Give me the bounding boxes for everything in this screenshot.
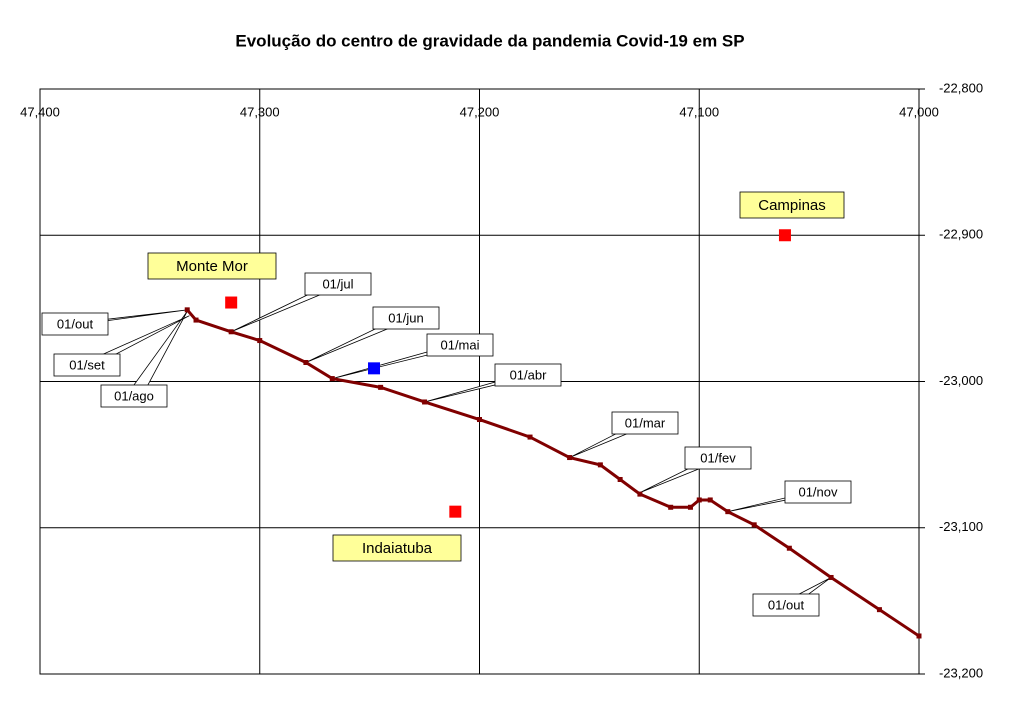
city-label: Campinas <box>758 197 826 214</box>
x-tick-label: 47,200 <box>460 104 500 119</box>
city-label-box <box>147 252 277 280</box>
callout-label: 01/ago <box>114 388 154 403</box>
trajectory-point <box>725 509 731 515</box>
trajectory-point <box>876 607 882 613</box>
x-tick-label: 47,100 <box>679 104 719 119</box>
callout-box <box>100 384 168 408</box>
y-tick-label: -23,000 <box>939 373 983 388</box>
y-tick-label: -23,200 <box>939 665 983 680</box>
callout-box <box>53 353 121 377</box>
trajectory-point <box>751 522 757 528</box>
trajectory-line <box>186 308 920 638</box>
trajectory-point <box>329 376 335 382</box>
y-tick-label: -22,900 <box>939 227 983 242</box>
callout-label: 01/out <box>57 316 94 331</box>
trajectory-point <box>567 455 573 461</box>
callout-box <box>784 480 852 504</box>
trajectory-point <box>617 476 623 482</box>
callout-box <box>752 593 820 617</box>
callout-label: 01/out <box>768 597 805 612</box>
city-marker <box>225 296 238 309</box>
chart-title: Evolução do centro de gravidade da pande… <box>235 31 744 50</box>
trajectory-point <box>228 329 234 335</box>
callout-box <box>611 411 679 435</box>
trajectory-point <box>707 497 713 503</box>
callout-box <box>494 363 562 387</box>
callout-label: 01/mar <box>625 415 666 430</box>
city-marker <box>778 229 791 242</box>
callout-label: 01/jul <box>322 276 353 291</box>
callout-box <box>304 272 372 296</box>
callout-label: 01/nov <box>798 484 838 499</box>
callout-label: 01/abr <box>510 367 548 382</box>
trajectory-point <box>687 504 693 510</box>
city-label-box <box>332 534 462 562</box>
trajectory-point <box>786 545 792 551</box>
trajectory-point <box>916 633 922 639</box>
trajectory-point <box>303 359 309 365</box>
trajectory-point <box>696 497 702 503</box>
callout-label: 01/mai <box>440 337 479 352</box>
trajectory-point <box>422 399 428 405</box>
city-label: Indaiatuba <box>362 540 433 557</box>
y-tick-label: -22,800 <box>939 80 983 95</box>
trajectory-point <box>637 491 643 497</box>
city-label-box <box>739 191 845 219</box>
callout-box <box>41 312 109 336</box>
plot-border <box>39 88 920 675</box>
callout-box <box>372 306 440 330</box>
trajectory-point <box>193 317 199 323</box>
callout-box <box>684 446 752 470</box>
city-label: Monte Mor <box>176 258 248 275</box>
trajectory-point <box>597 462 603 468</box>
trajectory-point <box>378 384 384 390</box>
trajectory-point <box>477 417 482 423</box>
x-tick-label: 47,300 <box>240 104 280 119</box>
city-marker <box>449 505 462 518</box>
city-marker <box>368 362 381 375</box>
callout-label: 01/jun <box>388 310 423 325</box>
callout-label: 01/set <box>69 357 105 372</box>
trajectory-point <box>527 434 533 440</box>
trajectory-point <box>828 574 834 580</box>
y-tick-label: -23,100 <box>939 519 983 534</box>
trajectory-point <box>668 504 674 510</box>
callout-label: 01/fev <box>700 450 736 465</box>
callout-pointer <box>125 311 188 397</box>
callout-box <box>426 333 494 357</box>
trajectory-point <box>257 338 263 344</box>
trajectory-point <box>184 307 190 313</box>
